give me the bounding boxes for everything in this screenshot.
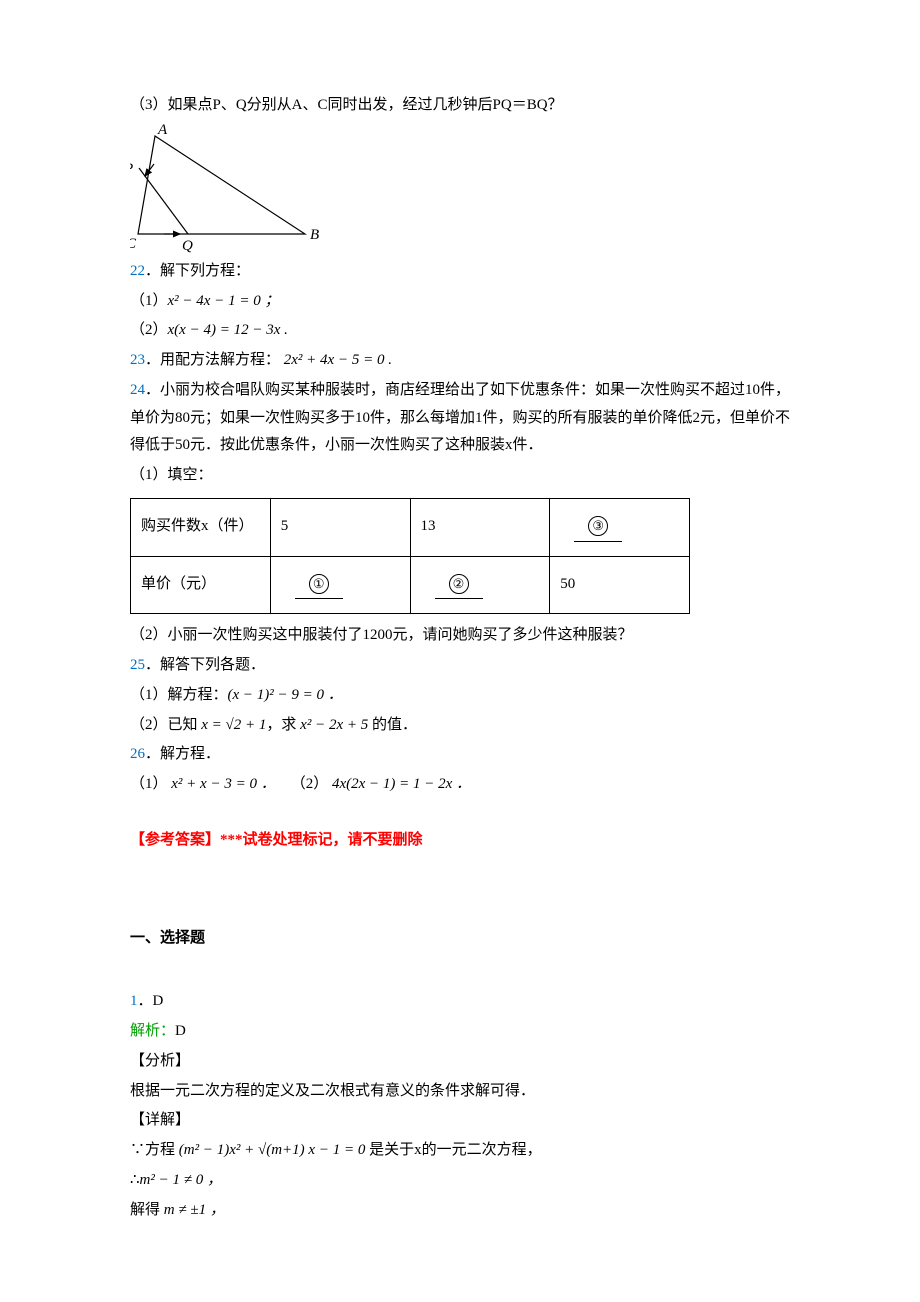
diagram-label-b: B: [310, 227, 319, 243]
a1-h1: 【分析】: [130, 1048, 790, 1076]
q25-p2: （2）已知 x = √2 + 1，求 x² − 2x + 5 的值．: [130, 712, 790, 740]
table-cell: 13: [410, 498, 550, 556]
q25-head: 25．解答下列各题．: [130, 652, 790, 680]
diagram-label-q: Q: [182, 238, 193, 254]
q22-head: 22．解下列方程：: [130, 258, 790, 286]
diagram-label-a: A: [157, 124, 168, 138]
a1-jiexi: 解析：D: [130, 1018, 790, 1046]
a1-num: 1: [130, 993, 138, 1009]
section-1: 一、选择题: [130, 925, 790, 953]
table-cell: 50: [550, 556, 690, 614]
q24-p1: （1）填空：: [130, 462, 790, 490]
q24-table: 购买件数x（件） 5 13 ③ 单价（元） ① ② 50: [130, 498, 690, 615]
table-cell-blank: ②: [410, 556, 550, 614]
q24-text: 24．小丽为校合唱队购买某种服装时，商店经理给出了如下优惠条件：如果一次性购买不…: [130, 377, 790, 460]
table-cell: 5: [270, 498, 410, 556]
q22-num: 22: [130, 263, 145, 279]
answers-header: 【参考答案】***试卷处理标记，请不要删除: [130, 827, 790, 855]
table-cell: 购买件数x（件）: [131, 498, 271, 556]
table-row: 购买件数x（件） 5 13 ③: [131, 498, 690, 556]
q25-p1: （1）解方程：(x − 1)² − 9 = 0 ．: [130, 682, 790, 710]
table-row: 单价（元） ① ② 50: [131, 556, 690, 614]
a1-l1: 根据一元二次方程的定义及二次根式有意义的条件求解可得．: [130, 1078, 790, 1106]
q23: 23．用配方法解方程： 2x² + 4x − 5 = 0 .: [130, 347, 790, 375]
q25-num: 25: [130, 657, 145, 673]
table-cell-blank: ①: [270, 556, 410, 614]
table-cell-blank: ③: [550, 498, 690, 556]
q26-num: 26: [130, 746, 145, 762]
diagram-label-p: P: [130, 161, 133, 177]
a1-head: 1．D: [130, 988, 790, 1016]
q26-parts: （1） x² + x − 3 = 0 ． （2） 4x(2x − 1) = 1 …: [130, 771, 790, 799]
table-cell: 单价（元）: [131, 556, 271, 614]
a1-h2: 【详解】: [130, 1107, 790, 1135]
q22-p2: （2）x(x − 4) = 12 − 3x .: [130, 317, 790, 345]
diagram-label-c: C: [130, 236, 137, 252]
a1-l3: ∴m² − 1 ≠ 0 ，: [130, 1167, 790, 1195]
q26-head: 26．解方程．: [130, 741, 790, 769]
q22-p1: （1）x² − 4x − 1 = 0 ；: [130, 288, 790, 316]
q24-num: 24: [130, 382, 145, 398]
q24-p2: （2）小丽一次性购买这中服装付了1200元，请问她购买了多少件这种服装？: [130, 622, 790, 650]
a1-l2: ∵方程 (m² − 1)x² + √(m+1) x − 1 = 0 是关于x的一…: [130, 1137, 790, 1165]
triangle-diagram: A P C Q B: [130, 124, 330, 254]
q23-num: 23: [130, 352, 145, 368]
q21-part3: （3）如果点P、Q分别从A、C同时出发，经过几秒钟后PQ＝BQ？: [130, 92, 790, 120]
a1-l4: 解得 m ≠ ±1 ，: [130, 1197, 790, 1225]
